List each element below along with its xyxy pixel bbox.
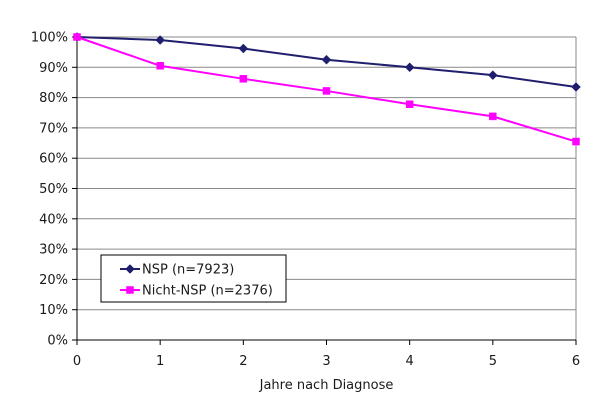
data-point xyxy=(572,137,580,146)
series-1 xyxy=(73,33,580,146)
x-tick-label: 1 xyxy=(156,354,164,369)
x-tick-label: 4 xyxy=(406,354,414,369)
legend-box xyxy=(100,254,287,303)
legend-item: NSP (n=7923) xyxy=(120,263,234,278)
legend-item: Nicht-NSP (n=2376) xyxy=(120,284,273,299)
y-tick-label: 0% xyxy=(47,334,68,349)
legend-marker xyxy=(125,264,135,274)
legend-label: Nicht-NSP (n=2376) xyxy=(142,284,273,299)
data-point xyxy=(73,33,81,41)
y-tick-label: 80% xyxy=(39,91,68,106)
data-point xyxy=(155,35,166,45)
data-point xyxy=(489,112,497,121)
legend: NSP (n=7923) Nicht-NSP (n=2376) xyxy=(100,254,287,303)
y-tick-label: 30% xyxy=(39,243,68,258)
legend-marker xyxy=(126,286,134,294)
x-axis-title: Jahre nach Diagnose xyxy=(259,378,394,393)
legend-label: NSP (n=7923) xyxy=(142,263,234,278)
x-tick-label: 3 xyxy=(322,354,330,369)
data-point xyxy=(571,82,581,92)
x-tick-label: 5 xyxy=(489,354,497,369)
x-tick-label: 0 xyxy=(73,354,81,369)
legend-items: NSP (n=7923) Nicht-NSP (n=2376) xyxy=(120,263,273,299)
x-tick-label: 6 xyxy=(572,354,580,369)
y-tick-label: 40% xyxy=(39,212,68,227)
data-point xyxy=(322,87,331,95)
axes xyxy=(72,36,577,345)
y-tick-label: 100% xyxy=(31,31,68,46)
data-point xyxy=(405,100,414,109)
y-tick-label: 60% xyxy=(39,152,68,167)
tick-labels: 0% 10% 20% 30% 40% 50% 60% 70% 80% 90% 100% 0 1 2 3 4 5 6 xyxy=(31,31,580,370)
y-tick-label: 70% xyxy=(39,121,68,136)
y-tick-label: 50% xyxy=(39,182,68,197)
y-tick-label: 20% xyxy=(39,273,68,288)
y-tick-label: 10% xyxy=(39,303,68,318)
data-point xyxy=(156,62,164,70)
data-point xyxy=(239,75,248,83)
series-lines xyxy=(72,32,581,146)
data-point xyxy=(404,62,415,73)
data-point xyxy=(487,70,498,81)
data-point xyxy=(238,43,249,54)
y-tick-label: 90% xyxy=(39,61,68,76)
x-tick-label: 2 xyxy=(239,354,247,369)
data-point xyxy=(321,54,332,65)
